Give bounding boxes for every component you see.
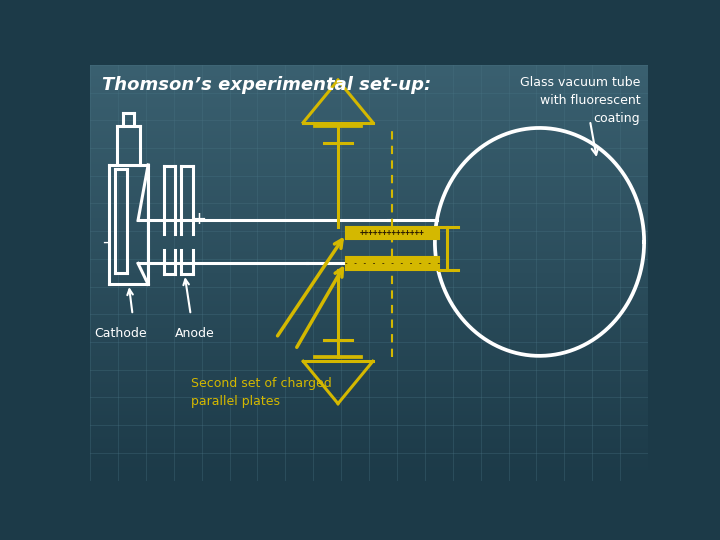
Text: Cathode: Cathode (95, 327, 148, 340)
Text: +: + (191, 210, 206, 228)
Text: - - - - - - - - - - -: - - - - - - - - - - - (343, 259, 441, 268)
Text: Anode: Anode (175, 327, 215, 340)
Text: -: - (102, 233, 109, 251)
Text: Thomson’s experimental set-up:: Thomson’s experimental set-up: (102, 76, 431, 94)
Text: Glass vacuum tube
with fluorescent
coating: Glass vacuum tube with fluorescent coati… (520, 76, 640, 125)
Text: ++++++++++++++: ++++++++++++++ (360, 228, 425, 237)
Bar (346, 257, 438, 269)
Bar (346, 226, 438, 239)
Text: Second set of charged
parallel plates: Second set of charged parallel plates (191, 377, 331, 408)
